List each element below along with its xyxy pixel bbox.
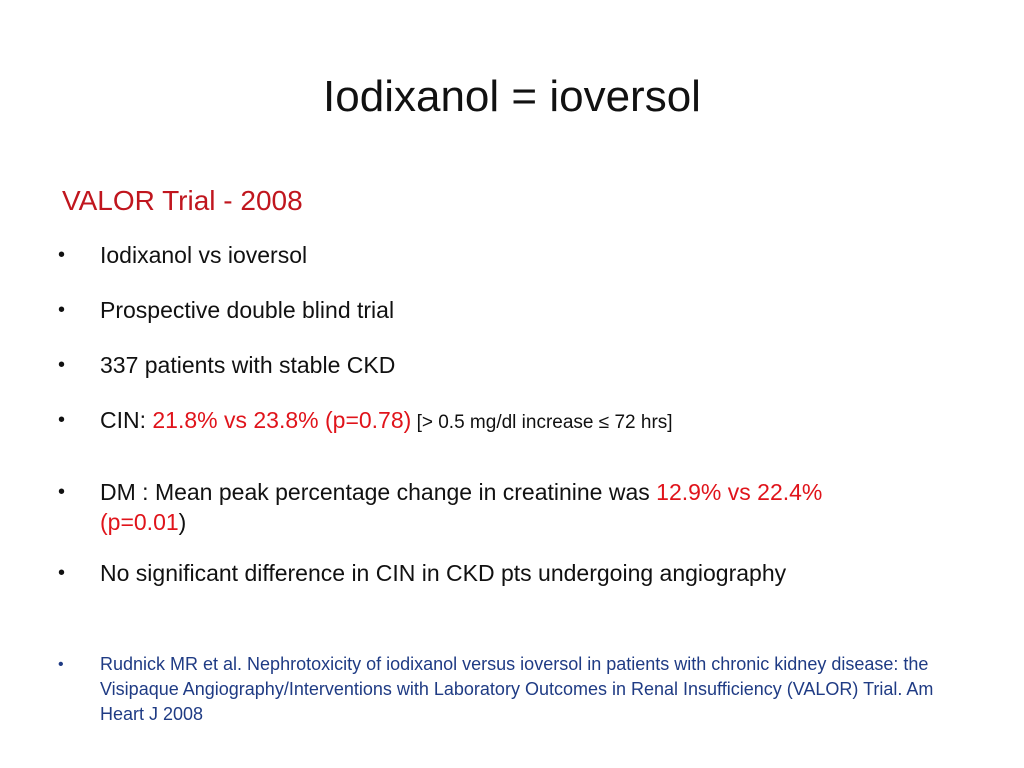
bullet-text: Iodixanol vs ioversol — [100, 242, 308, 268]
dm-result: 12.9% vs 22.4% — [656, 479, 823, 505]
dm-label: DM : Mean peak percentage change in crea… — [100, 479, 657, 505]
dm-p-value: (p=0.01 — [100, 509, 179, 535]
bullet-item-1: • Iodixanol vs ioversol — [58, 240, 958, 270]
cin-result: 21.8% vs 23.8% (p=0.78) — [152, 407, 412, 433]
bullet-text: No significant difference in CIN in CKD … — [100, 560, 787, 586]
bullet-text: CIN: 21.8% vs 23.8% (p=0.78) [> 0.5 mg/d… — [100, 405, 958, 438]
bullet-icon: • — [58, 562, 66, 584]
bullet-item-6: • No significant difference in CIN in CK… — [58, 558, 958, 588]
bullet-icon: • — [58, 409, 66, 431]
bullet-icon: • — [58, 481, 66, 503]
dm-suffix: ) — [178, 509, 187, 535]
bullet-text: 337 patients with stable CKD — [100, 352, 396, 378]
slide-title: Iodixanol = ioversol — [323, 72, 701, 121]
cin-label: CIN: — [100, 407, 153, 433]
bullet-text: Prospective double blind trial — [100, 297, 395, 323]
reference-item: • Rudnick MR et al. Nephrotoxicity of io… — [58, 652, 958, 727]
reference-text: Rudnick MR et al. Nephrotoxicity of iodi… — [100, 654, 934, 724]
bullet-icon: • — [58, 354, 66, 376]
bullet-icon: • — [58, 244, 66, 266]
bullet-item-2: • Prospective double blind trial — [58, 295, 958, 325]
bullet-icon: • — [58, 656, 64, 673]
bullet-item-3: • 337 patients with stable CKD — [58, 350, 958, 380]
slide-subtitle: VALOR Trial - 2008 — [62, 185, 303, 216]
bullet-item-5: • DM : Mean peak percentage change in cr… — [58, 477, 958, 537]
bullet-text: DM : Mean peak percentage change in crea… — [100, 477, 958, 537]
bullet-item-4: • CIN: 21.8% vs 23.8% (p=0.78) [> 0.5 mg… — [58, 405, 958, 438]
cin-definition: [> 0.5 mg/dl increase ≤ 72 hrs] — [411, 412, 673, 433]
bullet-icon: • — [58, 299, 66, 321]
